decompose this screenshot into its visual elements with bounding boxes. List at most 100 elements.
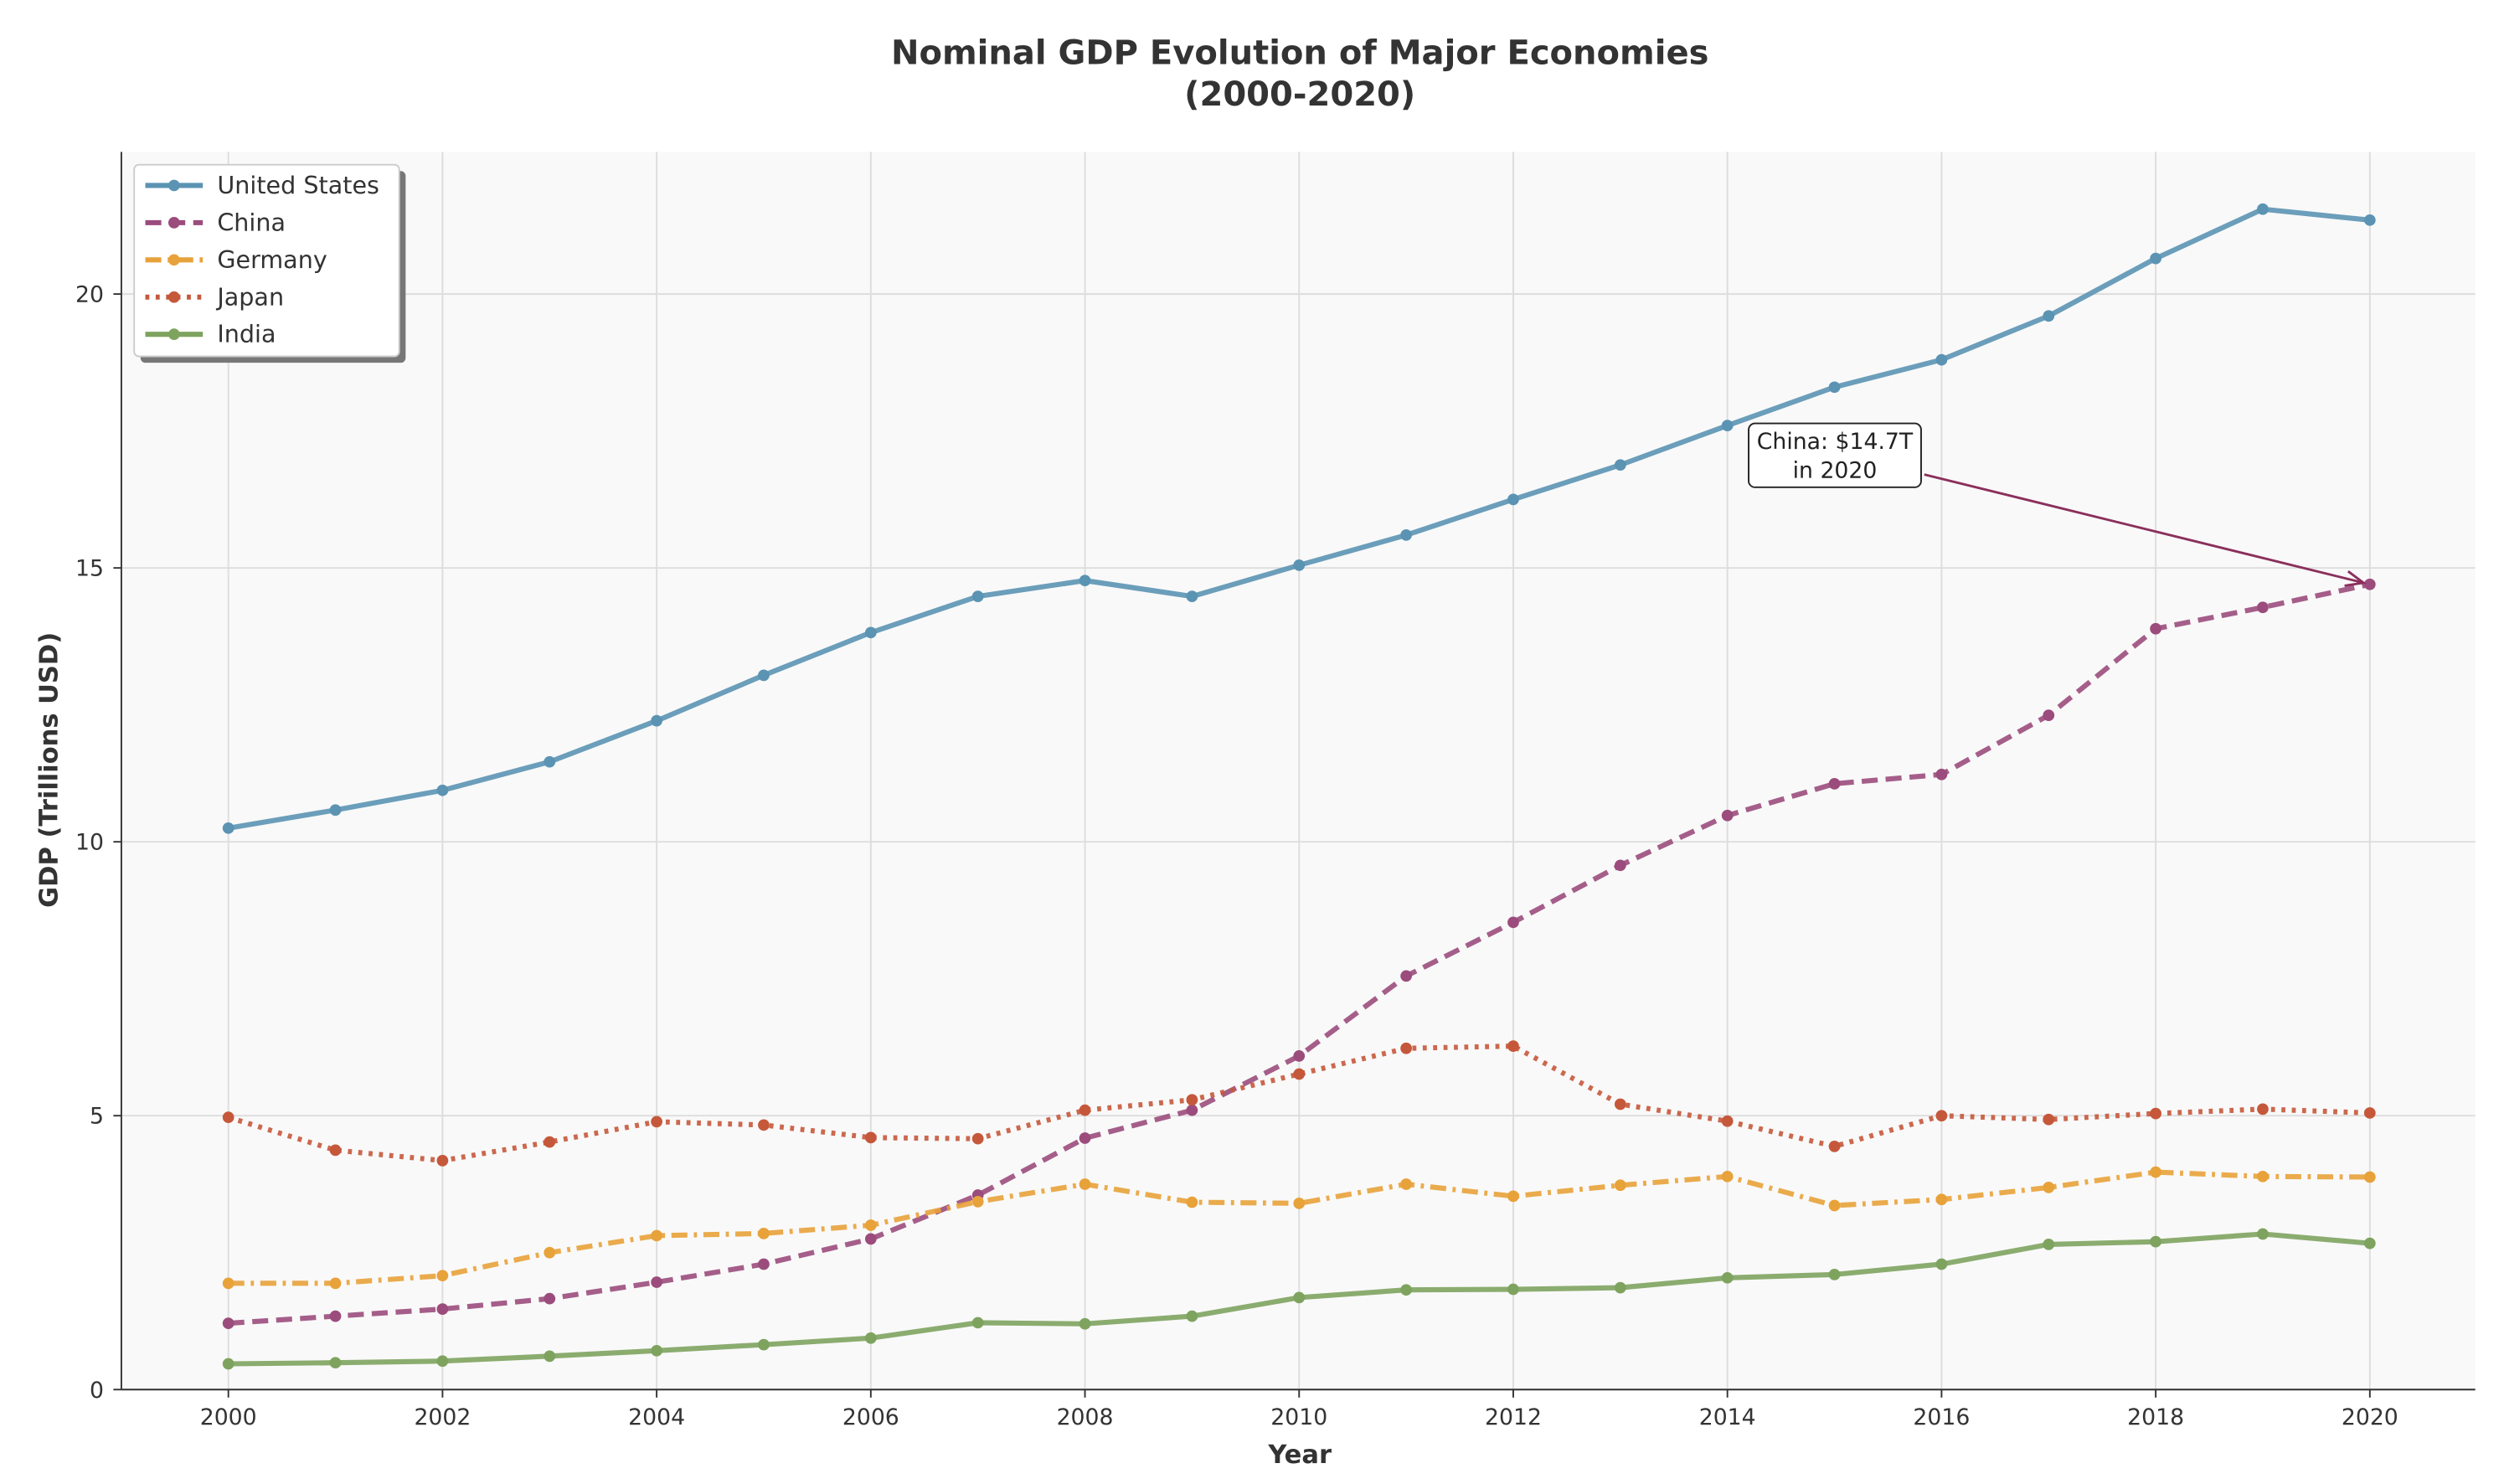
y-tick-label: 15 xyxy=(75,556,104,582)
point-japan xyxy=(1186,1094,1198,1106)
point-germany xyxy=(2257,1170,2269,1183)
point-china xyxy=(1293,1050,1306,1062)
point-germany xyxy=(1507,1190,1519,1203)
legend-marker xyxy=(167,254,180,266)
point-japan xyxy=(1507,1040,1519,1053)
legend-box xyxy=(133,163,400,358)
point-india xyxy=(1614,1281,1626,1294)
point-germany xyxy=(1828,1199,1841,1212)
point-japan xyxy=(1400,1042,1412,1054)
point-india xyxy=(864,1332,877,1344)
point-china xyxy=(222,1317,234,1329)
point-germany xyxy=(1293,1197,1306,1209)
point-china xyxy=(1935,768,1948,781)
point-germany xyxy=(1614,1179,1626,1192)
point-germany xyxy=(1935,1193,1948,1206)
point-germany xyxy=(1721,1170,1734,1183)
point-united-states xyxy=(864,626,877,639)
point-china xyxy=(651,1276,662,1288)
point-india xyxy=(971,1317,984,1329)
point-japan xyxy=(1293,1068,1306,1080)
point-united-states xyxy=(2150,252,2161,265)
point-india xyxy=(329,1357,342,1369)
annotation-arrowhead xyxy=(2344,570,2367,587)
point-united-states xyxy=(544,755,556,768)
point-germany xyxy=(2150,1166,2161,1178)
point-japan xyxy=(2043,1113,2055,1126)
legend-label: Japan xyxy=(215,282,284,311)
point-japan xyxy=(1828,1140,1841,1152)
x-axis-label: Year xyxy=(1267,1440,1332,1470)
point-germany xyxy=(2043,1182,2055,1193)
point-india xyxy=(1400,1284,1412,1296)
point-china xyxy=(2150,622,2161,635)
point-china xyxy=(544,1292,556,1305)
x-tick-label: 2010 xyxy=(1270,1404,1327,1430)
point-united-states xyxy=(436,784,449,796)
point-united-states xyxy=(2257,203,2269,215)
annotation: China: $14.7T in 2020 xyxy=(1748,422,2367,587)
point-india xyxy=(1079,1317,1091,1330)
point-united-states xyxy=(222,822,234,834)
series-group xyxy=(222,203,2376,1370)
x-tick-label: 2000 xyxy=(200,1404,257,1430)
point-china xyxy=(1079,1132,1091,1144)
point-japan xyxy=(864,1131,877,1144)
point-china xyxy=(2257,601,2269,614)
point-china xyxy=(1400,970,1412,982)
y-ticks: 0 5 10 15 20 xyxy=(75,282,121,1404)
point-japan xyxy=(1614,1098,1626,1110)
series-united-states xyxy=(222,203,2376,834)
point-india xyxy=(2363,1237,2376,1250)
point-china xyxy=(2043,709,2055,721)
legend-label: India xyxy=(217,320,276,348)
point-india xyxy=(1828,1269,1841,1280)
point-india xyxy=(2043,1239,2055,1250)
legend-item-united-states: United States xyxy=(145,171,379,199)
point-germany xyxy=(222,1277,234,1290)
point-japan xyxy=(1721,1115,1734,1127)
point-japan xyxy=(2150,1107,2161,1120)
point-united-states xyxy=(1186,590,1198,603)
legend: United States China Germany Japan India xyxy=(133,163,406,363)
annotation-line1: China: $14.7T xyxy=(1757,429,1914,455)
point-germany xyxy=(971,1196,984,1208)
point-germany xyxy=(2363,1171,2376,1183)
point-china xyxy=(1721,809,1734,822)
x-ticks: 2000 2002 2004 2006 2008 2010 2012 2014 2016 2018… xyxy=(200,1389,2398,1430)
legend-item-china: China xyxy=(145,208,286,236)
point-china xyxy=(1186,1104,1198,1116)
point-india xyxy=(2150,1235,2161,1248)
point-united-states xyxy=(2043,310,2055,322)
y-axis-label: GDP (Trillions USD) xyxy=(35,632,64,908)
line-japan xyxy=(227,1043,2370,1163)
point-germany xyxy=(651,1229,662,1242)
point-germany xyxy=(758,1227,770,1239)
point-united-states xyxy=(1079,575,1091,587)
x-tick-label: 2020 xyxy=(2342,1404,2398,1430)
point-japan xyxy=(2363,1107,2376,1119)
point-china xyxy=(1828,777,1841,790)
point-united-states xyxy=(758,669,770,682)
point-united-states xyxy=(329,804,342,817)
point-japan xyxy=(544,1136,556,1148)
point-india xyxy=(436,1355,449,1368)
y-tick-label: 0 xyxy=(90,1378,104,1404)
point-germany xyxy=(1079,1178,1091,1190)
point-germany xyxy=(436,1270,449,1282)
x-tick-label: 2016 xyxy=(1913,1404,1970,1430)
x-tick-label: 2018 xyxy=(2127,1404,2184,1430)
legend-item-japan: Japan xyxy=(145,282,284,311)
point-japan xyxy=(1935,1110,1948,1122)
chart-subtitle: (2000-2020) xyxy=(1184,75,1415,114)
point-china xyxy=(758,1258,770,1270)
point-united-states xyxy=(1935,353,1948,366)
point-india xyxy=(2257,1228,2269,1240)
point-china xyxy=(1507,916,1519,929)
point-germany xyxy=(1186,1196,1198,1208)
point-united-states xyxy=(1828,381,1841,394)
point-japan xyxy=(222,1111,234,1124)
series-germany xyxy=(222,1166,2376,1290)
legend-label: Germany xyxy=(217,245,327,274)
